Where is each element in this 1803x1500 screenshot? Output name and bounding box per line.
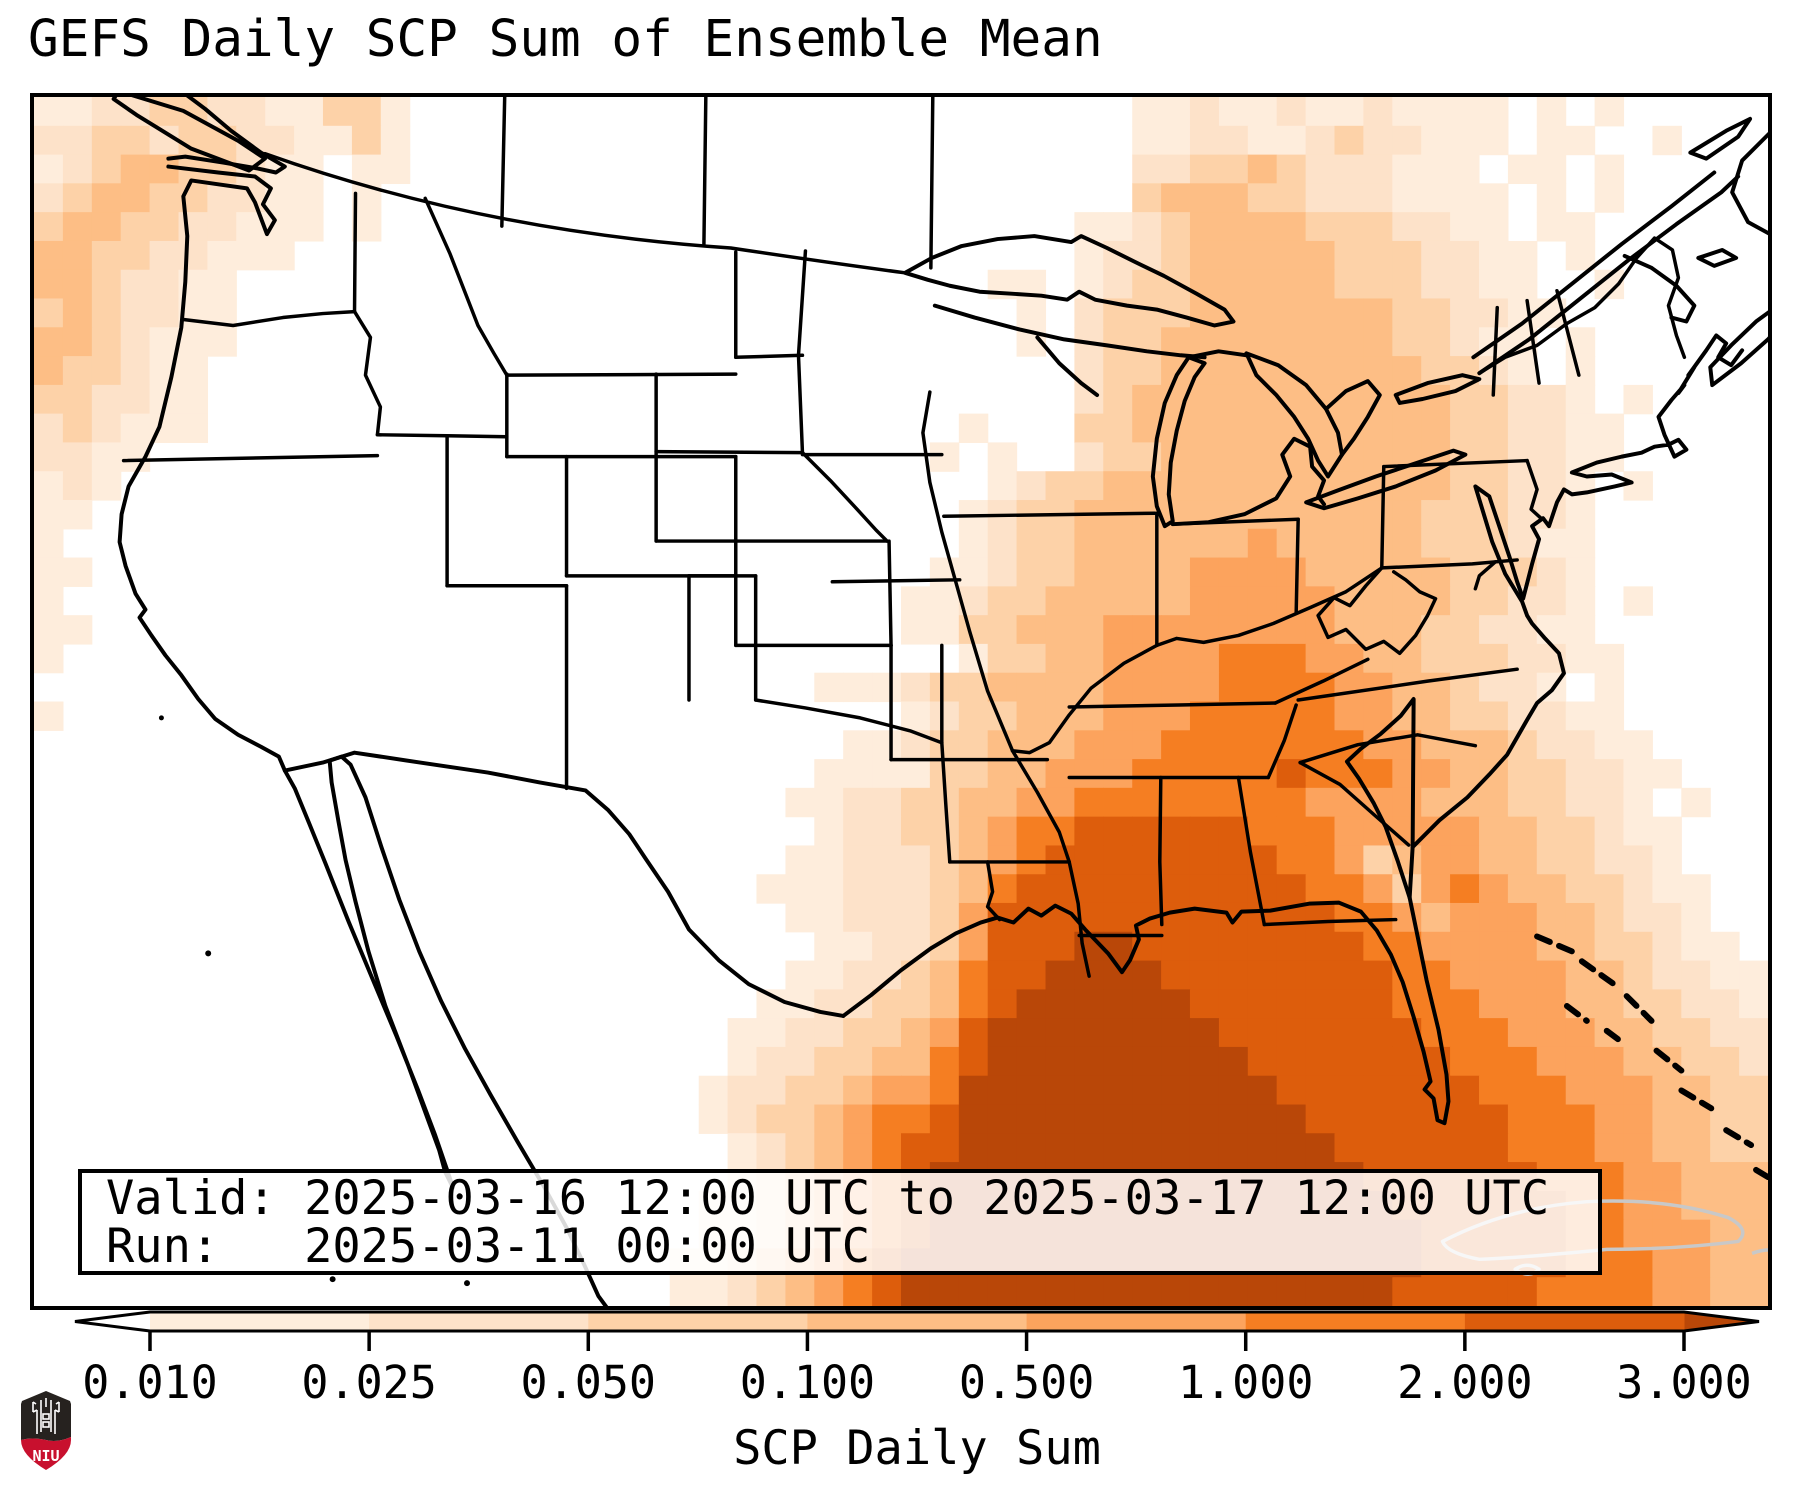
map-area: Valid: 2025-03-16 12:00 UTC to 2025-03-1… xyxy=(30,93,1772,1310)
coastlines-and-state-borders xyxy=(111,97,1768,1306)
run-time-text: Run: 2025-03-11 00:00 UTC xyxy=(106,1219,871,1274)
colorbar: 0.010 0.025 0.050 0.100 0.500 1.000 2.000 3.000… xyxy=(74,1310,1760,1476)
logo-tower-icon xyxy=(32,1398,60,1434)
colorbar-tick-label: 0.010 xyxy=(82,1356,217,1409)
colorbar-tick-label: 2.000 xyxy=(1397,1356,1532,1409)
logo-text: NIU xyxy=(32,1447,59,1465)
colorbar-tick-label: 0.050 xyxy=(521,1356,656,1409)
colorbar-tick-label: 0.025 xyxy=(301,1356,436,1409)
colorbar-tick-labels: 0.010 0.025 0.050 0.100 0.500 1.000 2.000 3.000 xyxy=(82,1356,1751,1409)
map-canvas xyxy=(34,97,1768,1306)
valid-run-info-box: Valid: 2025-03-16 12:00 UTC to 2025-03-1… xyxy=(78,1169,1602,1275)
colorbar-segments xyxy=(74,1310,1760,1333)
colorbar-tick-label: 0.500 xyxy=(959,1356,1094,1409)
heatmap-cells xyxy=(34,97,1768,1306)
colorbar-tick-label: 3.000 xyxy=(1616,1356,1751,1409)
island-chain-bahamas xyxy=(1534,933,1768,1181)
valid-time-text: Valid: 2025-03-16 12:00 UTC to 2025-03-1… xyxy=(106,1171,1550,1226)
niu-logo: NIU xyxy=(18,1388,74,1473)
logo-shield-red xyxy=(21,1437,71,1470)
colorbar-axis-label: SCP Daily Sum xyxy=(733,1421,1101,1476)
plot-title: GEFS Daily SCP Sum of Ensemble Mean xyxy=(28,10,1103,69)
colorbar-tick-label: 1.000 xyxy=(1178,1356,1313,1409)
colorbar-tick-label: 0.100 xyxy=(740,1356,875,1409)
colorbar-ticks xyxy=(148,1331,1686,1351)
